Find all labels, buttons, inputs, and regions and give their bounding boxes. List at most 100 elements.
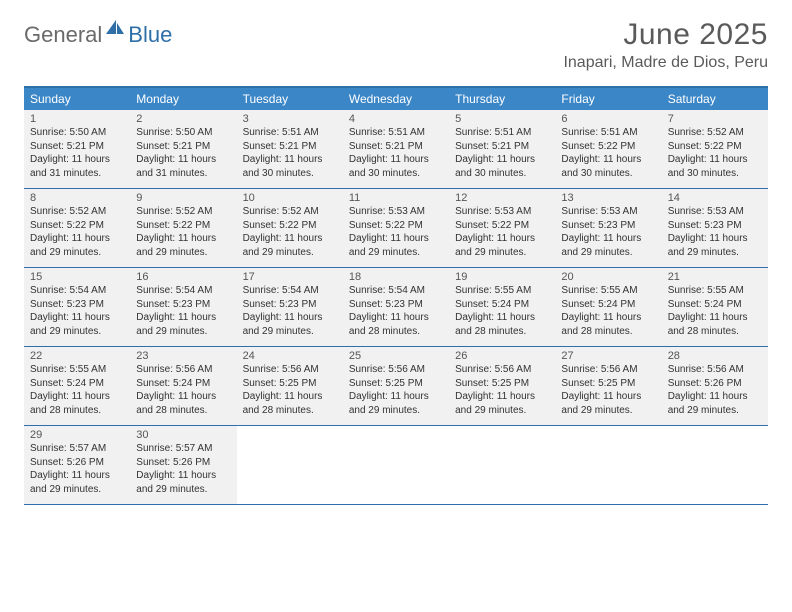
daylight-text: Daylight: 11 hours and 30 minutes. [243,153,337,180]
day-number: 24 [243,350,337,362]
day-number: 25 [349,350,443,362]
sunrise-text: Sunrise: 5:56 AM [136,363,230,377]
title-block: June 2025 Inapari, Madre de Dios, Peru [563,18,768,72]
day-header-row: Sunday Monday Tuesday Wednesday Thursday… [24,88,768,110]
daylight-text: Daylight: 11 hours and 30 minutes. [455,153,549,180]
day-cell: 1Sunrise: 5:50 AMSunset: 5:21 PMDaylight… [24,110,130,188]
day-cell: 18Sunrise: 5:54 AMSunset: 5:23 PMDayligh… [343,268,449,346]
day-cell: 26Sunrise: 5:56 AMSunset: 5:25 PMDayligh… [449,347,555,425]
sunset-text: Sunset: 5:21 PM [136,140,230,154]
day-header-tue: Tuesday [237,88,343,110]
sunset-text: Sunset: 5:22 PM [243,219,337,233]
daylight-text: Daylight: 11 hours and 28 minutes. [243,390,337,417]
daylight-text: Daylight: 11 hours and 31 minutes. [136,153,230,180]
day-cell: 30Sunrise: 5:57 AMSunset: 5:26 PMDayligh… [130,426,236,504]
sunset-text: Sunset: 5:25 PM [561,377,655,391]
sunrise-text: Sunrise: 5:53 AM [349,205,443,219]
sunrise-text: Sunrise: 5:53 AM [455,205,549,219]
sunrise-text: Sunrise: 5:57 AM [30,442,124,456]
sunrise-text: Sunrise: 5:50 AM [136,126,230,140]
day-number: 3 [243,113,337,125]
day-number: 9 [136,192,230,204]
sunrise-text: Sunrise: 5:54 AM [30,284,124,298]
daylight-text: Daylight: 11 hours and 29 minutes. [136,232,230,259]
day-cell: 15Sunrise: 5:54 AMSunset: 5:23 PMDayligh… [24,268,130,346]
daylight-text: Daylight: 11 hours and 28 minutes. [668,311,762,338]
sunrise-text: Sunrise: 5:51 AM [561,126,655,140]
week-row: 1Sunrise: 5:50 AMSunset: 5:21 PMDaylight… [24,110,768,189]
sunset-text: Sunset: 5:24 PM [561,298,655,312]
day-number: 19 [455,271,549,283]
day-cell: 22Sunrise: 5:55 AMSunset: 5:24 PMDayligh… [24,347,130,425]
sunset-text: Sunset: 5:23 PM [561,219,655,233]
sunset-text: Sunset: 5:21 PM [243,140,337,154]
daylight-text: Daylight: 11 hours and 30 minutes. [668,153,762,180]
day-header-mon: Monday [130,88,236,110]
daylight-text: Daylight: 11 hours and 29 minutes. [30,469,124,496]
sunset-text: Sunset: 5:26 PM [668,377,762,391]
day-number: 26 [455,350,549,362]
sunrise-text: Sunrise: 5:51 AM [455,126,549,140]
day-cell: 25Sunrise: 5:56 AMSunset: 5:25 PMDayligh… [343,347,449,425]
day-number: 13 [561,192,655,204]
day-cell: 2Sunrise: 5:50 AMSunset: 5:21 PMDaylight… [130,110,236,188]
day-number: 29 [30,429,124,441]
sunrise-text: Sunrise: 5:57 AM [136,442,230,456]
sunrise-text: Sunrise: 5:55 AM [668,284,762,298]
day-header-fri: Friday [555,88,661,110]
day-number: 2 [136,113,230,125]
day-cell: 21Sunrise: 5:55 AMSunset: 5:24 PMDayligh… [662,268,768,346]
day-number: 5 [455,113,549,125]
day-number: 8 [30,192,124,204]
page-header: General Blue June 2025 Inapari, Madre de… [0,0,792,78]
day-cell: 3Sunrise: 5:51 AMSunset: 5:21 PMDaylight… [237,110,343,188]
sunrise-text: Sunrise: 5:54 AM [349,284,443,298]
month-title: June 2025 [563,18,768,52]
sunrise-text: Sunrise: 5:56 AM [668,363,762,377]
sunrise-text: Sunrise: 5:55 AM [30,363,124,377]
daylight-text: Daylight: 11 hours and 29 minutes. [30,311,124,338]
brand-logo: General Blue [24,22,172,48]
sunset-text: Sunset: 5:23 PM [243,298,337,312]
day-number: 1 [30,113,124,125]
daylight-text: Daylight: 11 hours and 29 minutes. [349,232,443,259]
day-cell [343,426,449,504]
daylight-text: Daylight: 11 hours and 29 minutes. [136,311,230,338]
day-number: 16 [136,271,230,283]
sunset-text: Sunset: 5:21 PM [30,140,124,154]
daylight-text: Daylight: 11 hours and 29 minutes. [668,390,762,417]
day-number: 28 [668,350,762,362]
day-cell [662,426,768,504]
sunrise-text: Sunrise: 5:56 AM [561,363,655,377]
day-cell: 9Sunrise: 5:52 AMSunset: 5:22 PMDaylight… [130,189,236,267]
sunset-text: Sunset: 5:22 PM [455,219,549,233]
day-header-thu: Thursday [449,88,555,110]
sunrise-text: Sunrise: 5:56 AM [243,363,337,377]
sunset-text: Sunset: 5:25 PM [455,377,549,391]
sunrise-text: Sunrise: 5:52 AM [243,205,337,219]
day-number: 17 [243,271,337,283]
day-cell [237,426,343,504]
day-number: 12 [455,192,549,204]
daylight-text: Daylight: 11 hours and 29 minutes. [455,390,549,417]
daylight-text: Daylight: 11 hours and 29 minutes. [243,232,337,259]
day-cell: 13Sunrise: 5:53 AMSunset: 5:23 PMDayligh… [555,189,661,267]
daylight-text: Daylight: 11 hours and 29 minutes. [561,390,655,417]
day-cell: 11Sunrise: 5:53 AMSunset: 5:22 PMDayligh… [343,189,449,267]
week-row: 15Sunrise: 5:54 AMSunset: 5:23 PMDayligh… [24,268,768,347]
sunrise-text: Sunrise: 5:54 AM [136,284,230,298]
sunset-text: Sunset: 5:24 PM [30,377,124,391]
day-cell [555,426,661,504]
day-number: 14 [668,192,762,204]
daylight-text: Daylight: 11 hours and 29 minutes. [136,469,230,496]
sunset-text: Sunset: 5:23 PM [136,298,230,312]
day-number: 6 [561,113,655,125]
daylight-text: Daylight: 11 hours and 29 minutes. [349,390,443,417]
daylight-text: Daylight: 11 hours and 29 minutes. [668,232,762,259]
day-cell: 27Sunrise: 5:56 AMSunset: 5:25 PMDayligh… [555,347,661,425]
day-cell: 24Sunrise: 5:56 AMSunset: 5:25 PMDayligh… [237,347,343,425]
week-row: 22Sunrise: 5:55 AMSunset: 5:24 PMDayligh… [24,347,768,426]
day-number: 11 [349,192,443,204]
location-text: Inapari, Madre de Dios, Peru [563,54,768,72]
sunrise-text: Sunrise: 5:52 AM [136,205,230,219]
